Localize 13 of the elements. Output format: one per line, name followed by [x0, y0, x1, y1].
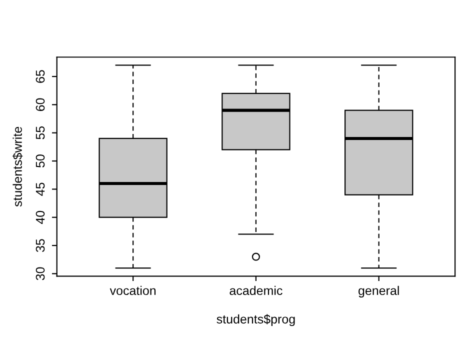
y-tick-label: 30 [36, 267, 45, 280]
x-tick-label: academic [230, 286, 282, 296]
y-tick-label: 40 [36, 210, 45, 224]
x-axis-title: students$prog [216, 314, 295, 326]
y-tick-label: 45 [36, 182, 45, 196]
x-tick-label: vocation [110, 286, 156, 296]
y-tick-label: 50 [36, 154, 45, 168]
y-tick-label: 35 [36, 239, 45, 252]
y-tick-label: 65 [36, 70, 45, 83]
x-tick-label: general [358, 286, 399, 298]
y-tick-label: 60 [36, 98, 45, 111]
y-axis-title: students$write [12, 126, 23, 207]
y-tick-label: 55 [36, 126, 45, 140]
